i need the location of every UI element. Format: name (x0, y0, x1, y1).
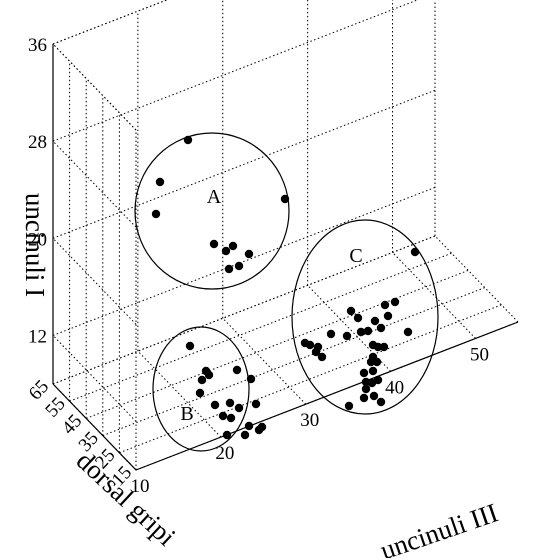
x-tick-label: 30 (300, 410, 319, 431)
cluster-label-b: B (180, 403, 193, 425)
data-point (384, 312, 392, 320)
data-point (210, 240, 218, 248)
data-point (345, 402, 353, 410)
data-point (369, 367, 377, 375)
data-point (241, 431, 249, 439)
data-point (281, 195, 289, 203)
data-point (377, 324, 385, 332)
data-point (411, 248, 419, 256)
grid-line (53, 0, 435, 141)
data-point (219, 412, 227, 420)
grid-line (103, 288, 485, 436)
x-tick-label: 40 (385, 377, 404, 398)
data-point (245, 250, 253, 258)
data-point (211, 401, 219, 409)
z-tick-label: 12 (28, 326, 47, 347)
data-point (374, 376, 382, 384)
data-point (186, 342, 194, 350)
data-point (343, 332, 351, 340)
x-axis-label: uncinuli III (376, 497, 501, 558)
data-point (223, 431, 231, 439)
grid-line (53, 44, 136, 130)
data-point (318, 353, 326, 361)
grid-line (53, 90, 435, 238)
data-point (381, 301, 389, 309)
data-point (364, 327, 372, 335)
z-tick-label: 36 (28, 35, 47, 56)
data-point (252, 400, 260, 408)
cluster-label-a: A (207, 186, 222, 208)
data-point (360, 369, 368, 377)
grid-line (53, 141, 136, 227)
z-tick-label: 28 (28, 132, 47, 153)
data-point (235, 404, 243, 412)
data-point (362, 385, 370, 393)
data-point (377, 398, 385, 406)
data-point (306, 341, 314, 349)
x-tick-label: 20 (215, 443, 234, 464)
data-points (152, 136, 419, 439)
data-point (225, 265, 233, 273)
data-point (258, 423, 266, 431)
z-axis-label: uncinuli I (20, 193, 50, 297)
axes-frame (53, 44, 518, 470)
y-axis-label: dorsal gripi (71, 445, 182, 551)
grid-line (53, 238, 136, 324)
data-point (205, 371, 213, 379)
data-point (227, 414, 235, 422)
data-point (373, 358, 381, 366)
data-point (360, 394, 368, 402)
cluster-label-c: C (349, 245, 362, 267)
data-point (152, 210, 160, 218)
data-point (391, 298, 399, 306)
data-point (354, 314, 362, 322)
grid-line (393, 252, 476, 338)
x-tick-label: 50 (470, 344, 489, 365)
data-point (370, 392, 378, 400)
data-point (371, 317, 379, 325)
grid-line (53, 187, 435, 335)
data-point (327, 330, 335, 338)
data-point (247, 375, 255, 383)
grid-line (53, 0, 435, 44)
data-point (235, 262, 243, 270)
data-point (404, 328, 412, 336)
data-point (226, 399, 234, 407)
data-point (184, 136, 192, 144)
grid-line (53, 44, 136, 130)
data-point (222, 247, 230, 255)
data-point (229, 242, 237, 250)
data-point (233, 366, 241, 374)
data-point (198, 376, 206, 384)
data-point (156, 178, 164, 186)
data-point (380, 343, 388, 351)
grid-line (223, 318, 306, 404)
data-point (196, 389, 204, 397)
data-point (245, 422, 253, 430)
data-point (347, 307, 355, 315)
grid-line (86, 270, 468, 418)
